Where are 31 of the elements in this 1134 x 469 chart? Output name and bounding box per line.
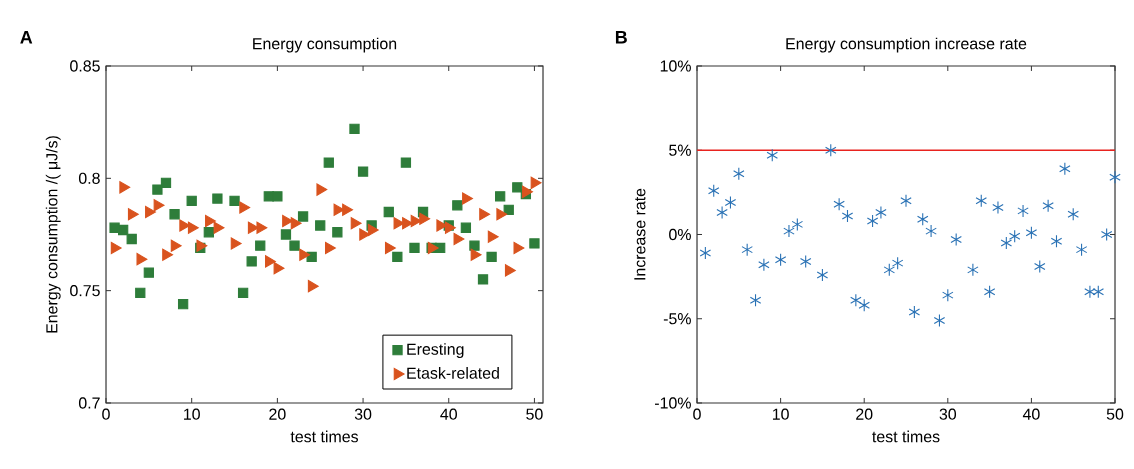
y-tick-label: -5% <box>663 313 691 325</box>
x-tick-label: 50 <box>526 408 543 420</box>
y-tick-label: 0% <box>669 228 691 241</box>
y-tick-label: 10% <box>660 60 691 72</box>
y-tick-label: 5% <box>669 144 691 156</box>
y-axis-title: Increase rate <box>634 188 646 280</box>
text: B <box>615 31 627 44</box>
y-tick-label: 0.7 <box>78 397 100 409</box>
x-tick-label: 50 <box>1106 408 1124 420</box>
x-tick-label: 20 <box>856 408 873 420</box>
y-tick-label: -10% <box>654 397 691 409</box>
x-tick-label: 30 <box>354 408 372 420</box>
chart-title: Energy consumption <box>253 37 397 53</box>
y-tick-label: 0.75 <box>70 285 100 297</box>
y-axis-title: Energy consumption /( μJ/s) <box>45 136 61 333</box>
x-tick-label: 0 <box>693 408 701 420</box>
x-axis-title: test times <box>872 430 940 443</box>
text: A <box>20 31 33 44</box>
y-tick-label: 0.85 <box>70 60 100 72</box>
x-tick-label: 0 <box>102 408 110 420</box>
chart-title: Energy consumption increase rate <box>786 37 1027 53</box>
x-tick-label: 40 <box>1022 408 1040 420</box>
x-tick-label: 10 <box>184 408 200 420</box>
legend-label: Etask-related <box>407 367 499 379</box>
x-axis-title: test times <box>290 430 359 443</box>
x-tick-label: 30 <box>939 408 957 420</box>
x-tick-label: 10 <box>772 408 789 420</box>
x-tick-label: 40 <box>440 408 457 420</box>
x-tick-label: 20 <box>269 408 286 420</box>
y-tick-label: 0.8 <box>78 172 100 184</box>
legend-label: Eresting <box>407 343 464 359</box>
